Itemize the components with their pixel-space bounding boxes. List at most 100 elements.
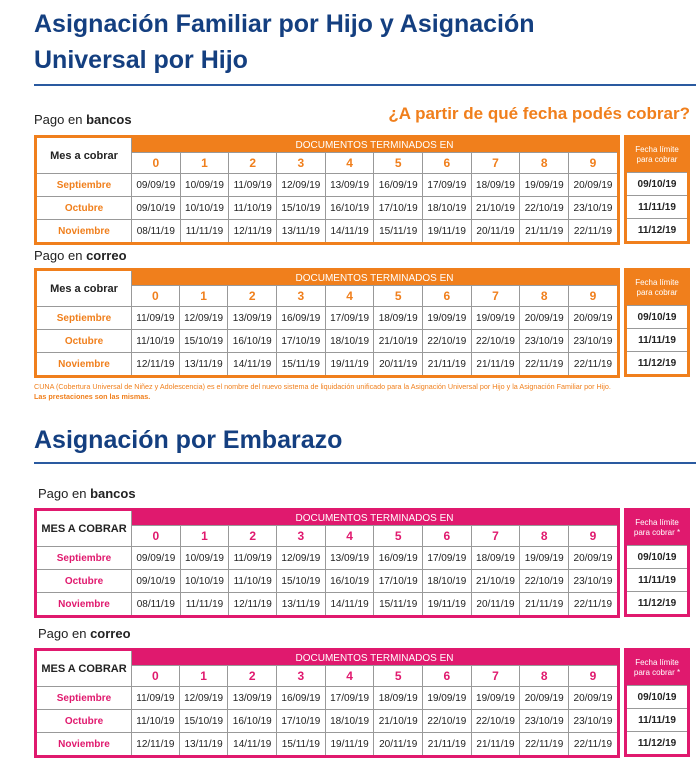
limit-row: 11/11/19 bbox=[625, 568, 689, 592]
date-cell: 22/11/19 bbox=[519, 352, 569, 377]
date-cell: 10/10/19 bbox=[179, 196, 230, 220]
date-cell: 16/09/19 bbox=[276, 306, 326, 330]
date-cell: 19/09/19 bbox=[470, 306, 521, 330]
date-cell: 13/09/19 bbox=[324, 546, 375, 570]
limit-row: 11/11/19 bbox=[625, 328, 689, 352]
limit-cell: 11/11/19 bbox=[625, 328, 689, 352]
date-cell: 22/11/19 bbox=[568, 732, 619, 757]
date-cell: 19/09/19 bbox=[470, 686, 521, 710]
month-cell: Octubre bbox=[35, 709, 132, 733]
digit-header: 0 bbox=[131, 152, 181, 174]
date-cell: 13/11/19 bbox=[178, 352, 229, 377]
digit-header: 1 bbox=[178, 665, 229, 687]
date-cell: 19/09/19 bbox=[422, 686, 472, 710]
date-cell: 12/11/19 bbox=[131, 732, 180, 757]
date-cell: 22/10/19 bbox=[519, 196, 569, 220]
docs-header: DOCUMENTOS TERMINADOS EN bbox=[131, 136, 619, 153]
digit-header: 2 bbox=[227, 665, 278, 687]
limit-header-row: Fecha límite para cobrar * bbox=[625, 509, 689, 546]
date-cell: 16/10/19 bbox=[227, 709, 278, 733]
date-cell: 21/10/19 bbox=[470, 196, 521, 220]
date-cell: 15/10/19 bbox=[178, 709, 229, 733]
date-cell: 20/09/19 bbox=[519, 306, 569, 330]
month-header: MES A COBRAR bbox=[35, 509, 132, 547]
subtitle: ¿A partir de qué fecha podés cobrar? bbox=[388, 104, 690, 123]
date-cell: 11/09/19 bbox=[131, 686, 180, 710]
date-cell: 19/11/19 bbox=[422, 592, 472, 617]
date-cell: 22/11/19 bbox=[568, 592, 619, 617]
date-cell: 21/11/19 bbox=[422, 352, 472, 377]
date-cell: 16/09/19 bbox=[373, 173, 424, 197]
date-row: Noviembre 08/11/19 11/11/19 12/11/19 13/11/1… bbox=[35, 592, 619, 617]
month-cell: Septiembre bbox=[35, 173, 132, 197]
limit-header-row: Fecha límite para cobrar * bbox=[625, 649, 689, 686]
digit-header: 4 bbox=[324, 152, 375, 174]
digit-header: 8 bbox=[519, 152, 569, 174]
date-cell: 18/09/19 bbox=[373, 686, 424, 710]
footnote: CUNA (Cobertura Universal de Niñez y Ado… bbox=[34, 382, 684, 402]
month-header: Mes a cobrar bbox=[35, 136, 132, 174]
limit-table: Fecha límite para cobrar 09/10/19 11/11/19… bbox=[624, 135, 690, 244]
limit-row: 09/10/19 bbox=[625, 685, 689, 709]
date-cell: 19/11/19 bbox=[324, 732, 375, 757]
digit-header: 2 bbox=[228, 525, 278, 547]
date-cell: 21/11/19 bbox=[470, 732, 521, 757]
docs-header: DOCUMENTOS TERMINADOS EN bbox=[131, 509, 619, 526]
date-row: Septiembre 11/09/19 12/09/19 13/09/19 16/09/… bbox=[35, 306, 619, 330]
limit-cell: 11/12/19 bbox=[625, 351, 689, 376]
date-cell: 12/09/19 bbox=[178, 306, 229, 330]
date-cell: 12/11/19 bbox=[131, 352, 180, 377]
label-prefix: Pago en bbox=[34, 112, 83, 127]
date-cell: 22/10/19 bbox=[470, 709, 521, 733]
date-cell: 22/11/19 bbox=[519, 732, 569, 757]
limit-table: Fecha límite para cobrar * 09/10/19 11/11/… bbox=[624, 648, 690, 757]
date-cell: 23/10/19 bbox=[568, 569, 619, 593]
date-cell: 12/09/19 bbox=[276, 546, 326, 570]
date-row: Septiembre 09/09/19 10/09/19 11/09/19 12/09/… bbox=[35, 173, 619, 197]
date-cell: 16/09/19 bbox=[373, 546, 424, 570]
digit-header: 1 bbox=[179, 525, 230, 547]
limit-cell: 11/12/19 bbox=[625, 591, 689, 616]
date-cell: 23/10/19 bbox=[568, 709, 619, 733]
digit-header: 0 bbox=[131, 665, 180, 687]
date-cell: 20/11/19 bbox=[470, 592, 521, 617]
digit-header: 9 bbox=[568, 285, 619, 307]
label-bold: correo bbox=[86, 248, 127, 263]
docs-header: DOCUMENTOS TERMINADOS EN bbox=[131, 269, 619, 286]
table-label: Pago en correo bbox=[34, 248, 127, 263]
date-cell: 23/10/19 bbox=[568, 329, 619, 353]
limit-row: 09/10/19 bbox=[625, 305, 689, 329]
limit-cell: 11/12/19 bbox=[625, 218, 689, 243]
date-cell: 12/11/19 bbox=[228, 592, 278, 617]
table-label: Pago en bancos bbox=[34, 112, 132, 127]
digit-header: 5 bbox=[373, 665, 424, 687]
docs-header: DOCUMENTOS TERMINADOS EN bbox=[131, 649, 619, 666]
label-bold: bancos bbox=[86, 112, 132, 127]
date-cell: 11/10/19 bbox=[131, 709, 180, 733]
date-row: Octubre 09/10/19 10/10/19 11/10/19 15/10/19 1… bbox=[35, 569, 619, 593]
date-cell: 14/11/19 bbox=[227, 732, 278, 757]
digit-header: 0 bbox=[131, 525, 181, 547]
limit-header: Fecha límite para cobrar * bbox=[625, 649, 689, 686]
date-cell: 13/09/19 bbox=[227, 686, 278, 710]
date-cell: 09/10/19 bbox=[131, 196, 181, 220]
date-cell: 22/10/19 bbox=[470, 329, 521, 353]
digit-header: 8 bbox=[519, 285, 569, 307]
date-cell: 15/11/19 bbox=[373, 219, 424, 244]
date-cell: 19/09/19 bbox=[519, 173, 569, 197]
date-cell: 13/11/19 bbox=[276, 592, 326, 617]
label-prefix: Pago en bbox=[38, 486, 87, 501]
month-cell: Octubre bbox=[35, 196, 132, 220]
date-cell: 09/09/19 bbox=[131, 173, 181, 197]
limit-row: 09/10/19 bbox=[625, 545, 689, 569]
limit-header-row: Fecha límite para cobrar bbox=[625, 269, 689, 306]
digit-header: 3 bbox=[276, 285, 326, 307]
date-cell: 13/09/19 bbox=[324, 173, 375, 197]
digit-header: 5 bbox=[373, 285, 424, 307]
date-cell: 15/10/19 bbox=[276, 196, 326, 220]
digit-header: 3 bbox=[276, 525, 326, 547]
date-cell: 11/09/19 bbox=[228, 546, 278, 570]
date-cell: 21/11/19 bbox=[519, 219, 569, 244]
date-cell: 12/09/19 bbox=[178, 686, 229, 710]
